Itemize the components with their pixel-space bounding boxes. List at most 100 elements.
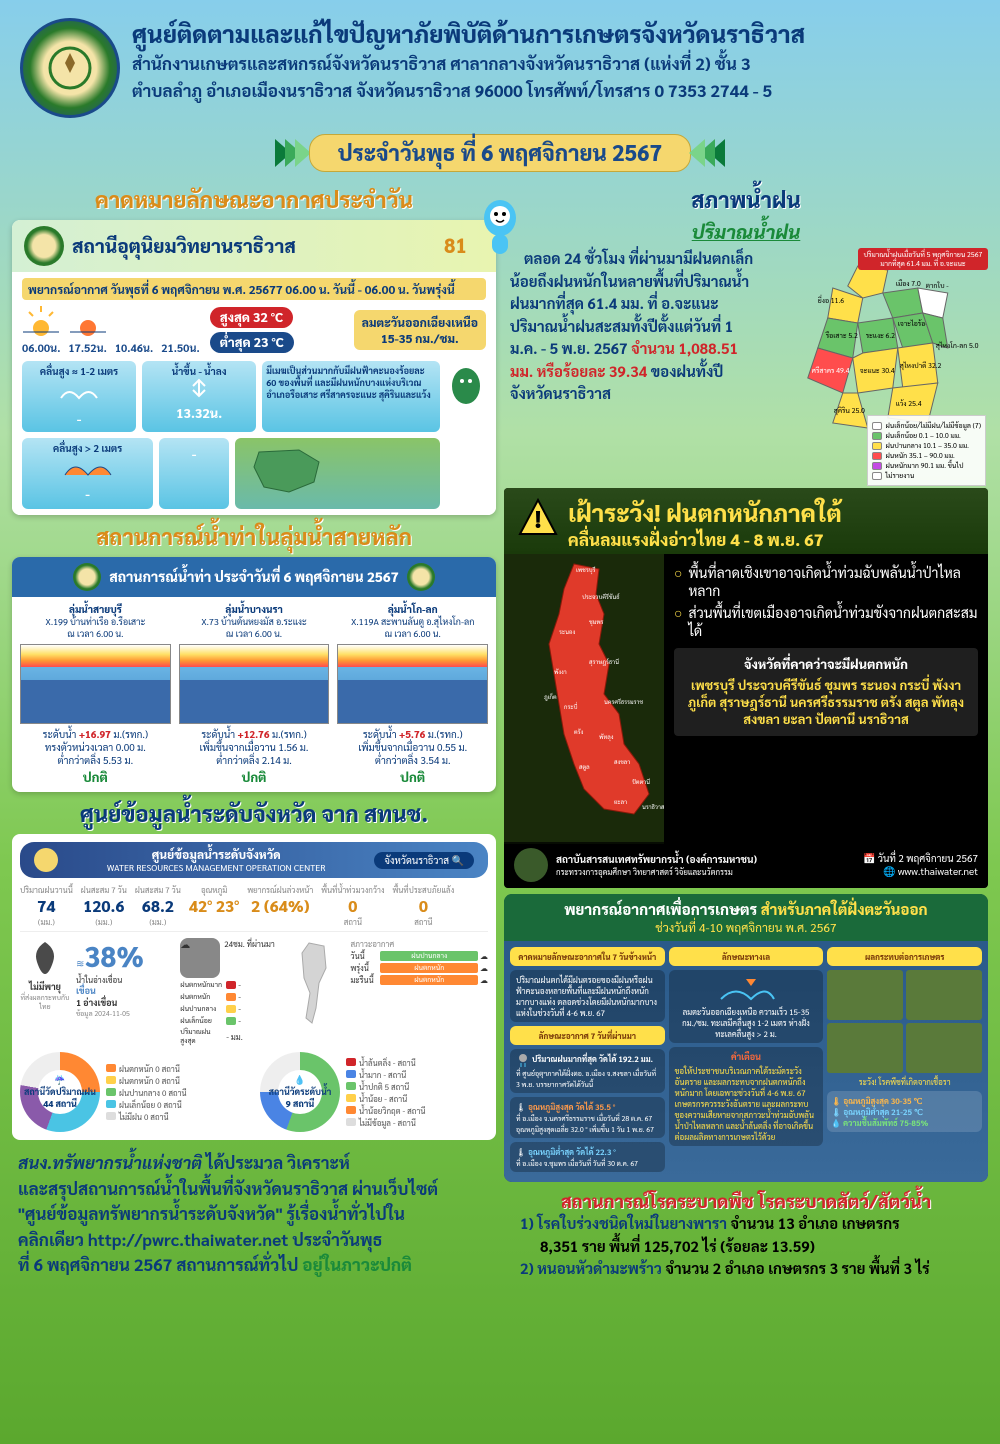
heavy-rain-warning-card: ! เฝ้าระวัง! ฝนตกหนักภาคใต้ คลื่นลมแรงฝั… [504,488,988,888]
disease-1-name: 1) โรคใบร่วงชนิดใหม่ในยางพารา [520,1214,727,1233]
forecast-period: พยากรณ์อากาศ วันพุธที่ 6 พฤศจิกายน พ.ศ. … [22,278,486,300]
rain-map-legend: ฝนเล็กน้อย/ไม่มีฝน/ไม่มีข้อมูล (7)ฝนเล็ก… [867,415,986,486]
warning-footer: สถาบันสารสนเทศทรัพยากรน้ำ (องค์การมหาชน)… [504,842,988,888]
chevron-right-icon [695,139,725,167]
agri-weather-card: พยากรณ์อากาศเพื่อการเกษตร สำหรับภาคใต้ฝั… [504,894,988,1182]
warning-triangle-icon: ! [516,496,560,540]
left-column: คาดหมายลักษณะอากาศประจำวัน สถานีอุตุนิยม… [12,180,496,1289]
hii-logo-icon [514,848,548,882]
rain-status-row: ปริมาณฝนสูงสุด- มม. [180,1027,278,1045]
empty-cell: - [159,438,229,509]
svg-text:พังงา: พังงา [554,668,567,676]
agri-period: ช่วงวันที่ 4-10 พฤศจิกายน พ.ศ. 2567 [510,919,982,935]
map-legend-item: ฝนปานกลาง 10.1 – 35.0 มม. [872,441,981,450]
meteo-logo-icon [24,226,64,266]
legend-item: น้ำน้อย - สถานี [346,1093,425,1104]
south-thailand-warning-map: เพชรบุรีประจวบคีรีขันธ์ชุมพรระนองสุราษฎร… [504,554,664,844]
affected-provinces-box: จังหวัดที่คาดว่าจะมีฝนตกหนัก เพชรบุรี ปร… [674,648,978,736]
svg-text:สุไหงปาดี 32.2: สุไหงปาดี 32.2 [900,361,942,371]
svg-text:ภูเก็ต: ภูเก็ต [544,692,557,702]
legend-item: ฝนตกหนัก 0 สถานี [106,1075,187,1086]
warning-bullet-1: พื้นที่ลาดเชิงเขาอาจเกิดน้ำท่วมฉับพลันน้… [674,564,978,600]
water-logo-icon [73,563,101,591]
prov-center-title: ศูนย์ข้อมูลน้ำระดับจังหวัด [58,846,374,862]
disease-1-stats-b: 8,351 ราย พื้นที่ 125,702 ไร่ (ร้อยละ 13… [540,1237,815,1256]
svg-text:เมือง 7.0: เมือง 7.0 [896,278,921,288]
thailand-mini-map [284,938,344,1031]
agri-col-sea: ลักษณะทางเล ลมตะวันออกเฉียงเหนือ ความเร็… [669,947,824,1176]
legend-item: น้ำมาก - สถานี [346,1069,425,1080]
rain-status-row: ฝนปานกลาง- [180,1003,278,1014]
rain-stations-donut: ☔สถานีวัดปริมาณฝน44 สถานี ฝนตกหนัก 0 สถา… [20,1052,248,1132]
temp-humidity-summary: 🌡 อุณหภูมิสูงสุด 30-35 ℃ 🌡 อุณหภูมิต่ำสุ… [827,1091,982,1132]
legend-item: ฝนตกหนัก 0 สถานี [106,1063,187,1074]
sunrise-time: 06.00น. [22,304,60,355]
prov-stat: ปริมาณฝนวานนี้74(มม.) [20,884,73,927]
svg-text:สงขลา: สงขลา [614,759,630,766]
rainfall-section-title: สภาพน้ำฝน [504,186,988,214]
wave-1-2m: คลื่นสูง ≈ 1-2 เมตร- [22,361,136,432]
addr-line-1: สำนักงานเกษตรและสหกรณ์จังหวัดนราธิวาส ศา… [132,52,805,76]
svg-text:ระแงะ 6.2: ระแงะ 6.2 [866,331,895,340]
warning-title: เฝ้าระวัง! ฝนตกหนักภาคใต้ [568,496,842,528]
rain-status-row: ฝนตกหนัก- [180,991,278,1002]
province-search-pill[interactable]: จังหวัดนราธิวาส 🔍 [374,852,474,869]
legend-item: ฝนเล็กน้อย 0 สถานี [106,1099,187,1110]
svg-text:ตากใบ -: ตากใบ - [926,281,950,290]
rain-status-row: ฝนตกหนักมาก- [180,979,278,990]
moonrise-time: 10.46น. [115,304,153,355]
svg-text:สตูล: สตูล [579,764,590,772]
prov-stat: พยากรณ์ฝนล่วงหน้า2 (64%) [247,884,313,927]
rainfall-content: ตลอด 24 ชั่วโมง ที่ผ่านมามีฝนตกเล็กน้อยถ… [504,248,988,488]
chevron-left-icon [275,139,305,167]
weather-forecast-card: สถานีอุตุนิยมวิทยานราธิวาส 81 พยากรณ์อาก… [12,220,496,515]
wave-over-2m: คลื่นสูง > 2 เมตร- [22,438,153,509]
agri-title-a: พยากรณ์อากาศเพื่อการเกษตร [564,900,760,919]
onwr-logo-icon [34,848,58,872]
water-date-head: สถานการณ์น้ำท่า ประจำวันที่ 6 พฤศจิกายน … [109,568,399,586]
narathiwat-rain-map: ปริมาณน้ำฝนเมื่อวันที่ 5 พฤศจิกายน 2567 … [768,248,988,488]
disease-2-name: 2) หนอนหัวดำมะพร้าว [520,1259,662,1278]
mascot-icon [478,200,522,260]
page-header: ศูนย์ติดตามและแก้ไขปัญหาภัยพิบัติด้านการ… [0,0,1000,126]
svg-text:กระบี่: กระบี่ [564,702,578,711]
right-column: สภาพน้ำฝน ปริมาณน้ำฝน ตลอด 24 ชั่วโมง ที… [504,180,988,1289]
svg-text:!: ! [535,502,541,534]
svg-text:นราธิวาส: นราธิวาส [642,802,664,811]
wind-info: ลมตะวันออกเฉียงเหนือ 15-35 กม./ชม. [354,310,486,350]
addr-line-2: ตำบลลำภู อำเภอเมืองนราธิวาส จังหวัดนราธิ… [132,79,805,103]
svg-text:สุไหงโก-ลก 5.0: สุไหงโก-ลก 5.0 [936,341,979,351]
svg-text:จะแนะ 30.4: จะแนะ 30.4 [860,366,895,375]
warning-bullet-2: ส่วนพื้นที่เขตเมืองอาจเกิดน้ำท่วมขังจากฝ… [674,604,978,640]
prov-stat: ฝนสะสม 7 วัน68.2(มม.) [135,884,181,927]
legend-item: น้ำปกติ 5 สถานี [346,1081,425,1092]
prov-stat: พื้นที่ประสบภัยแล้ง0สถานี [393,884,455,927]
map-legend-item: ฝนเล็กน้อย 0.1 – 10.0 มม. [872,431,981,440]
date-ribbon: ประจำวันพุธ ที่ 6 พฤศจิกายน 2567 [275,134,725,172]
svg-text:รือเสาะ 5.2: รือเสาะ 5.2 [826,330,859,340]
forecast-day-row: พรุ่งนี้ฝนตกหนัก☁ [350,962,488,973]
legend-item: น้ำน้อยวิกฤต - สถานี [346,1105,425,1116]
crop-photos [827,970,982,1020]
map-legend-item: ฝนเล็กน้อย/ไม่มีฝน/ไม่มีข้อมูล (7) [872,421,981,430]
warning-subtitle: คลื่นลมแรงฝั่งอ่าวไทย 4 - 8 พ.ย. 67 [568,528,842,550]
temp-low: ต่ำสุด 23 °C [210,332,294,353]
prov-stat: ฝนสะสม 7 วัน120.6(มม.) [81,884,127,927]
map-thumb [235,438,440,509]
rain-cloud-icon: ☁ [180,938,220,978]
rain-area-info: มีเมฆเป็นส่วนมากกับมีฝนฟ้าคะนองร้อยละ 60… [262,361,440,432]
disease-2-stats: จำนวน 2 อำเภอ เกษตรกร 3 ราย พื้นที่ 3 ไร… [662,1259,930,1278]
water-gauge: ลุ่มน้ำบางนราX.73 บ้านต้นหยงมัส อ.ระแงะณ… [177,603,332,786]
moonset-time: 21.50น. [161,304,199,355]
water-section-title: สถานการณ์น้ำท่าในลุ่มน้ำสายหลัก [12,523,496,551]
map-caption: ปริมาณน้ำฝนเมื่อวันที่ 5 พฤศจิกายน 2567 … [858,248,988,270]
forecast-day-row: มะรืนนี้ฝนตกหนัก☁ [350,974,488,985]
forecast-section-title: คาดหมายลักษณะอากาศประจำวัน [12,186,496,214]
legend-item: ฝนปานกลาง 0 สถานี [106,1087,187,1098]
agri-title-b: สำหรับภาคใต้ฝั่งตะวันออก [761,900,928,919]
storm-status: ไม่มีพายุ ที่ส่งผลกระทบกับไทย [20,938,70,1011]
svg-text:นครศรีธรรมราช: นครศรีธรรมราช [604,697,643,706]
svg-text:ชุมพร: ชุมพร [589,619,604,627]
forecast-3day: สภาวะอากาศ วันนี้ฝนปานกลาง☁พรุ่งนี้ฝนตกห… [350,938,488,986]
svg-text:พัทลุง: พัทลุง [599,733,614,742]
